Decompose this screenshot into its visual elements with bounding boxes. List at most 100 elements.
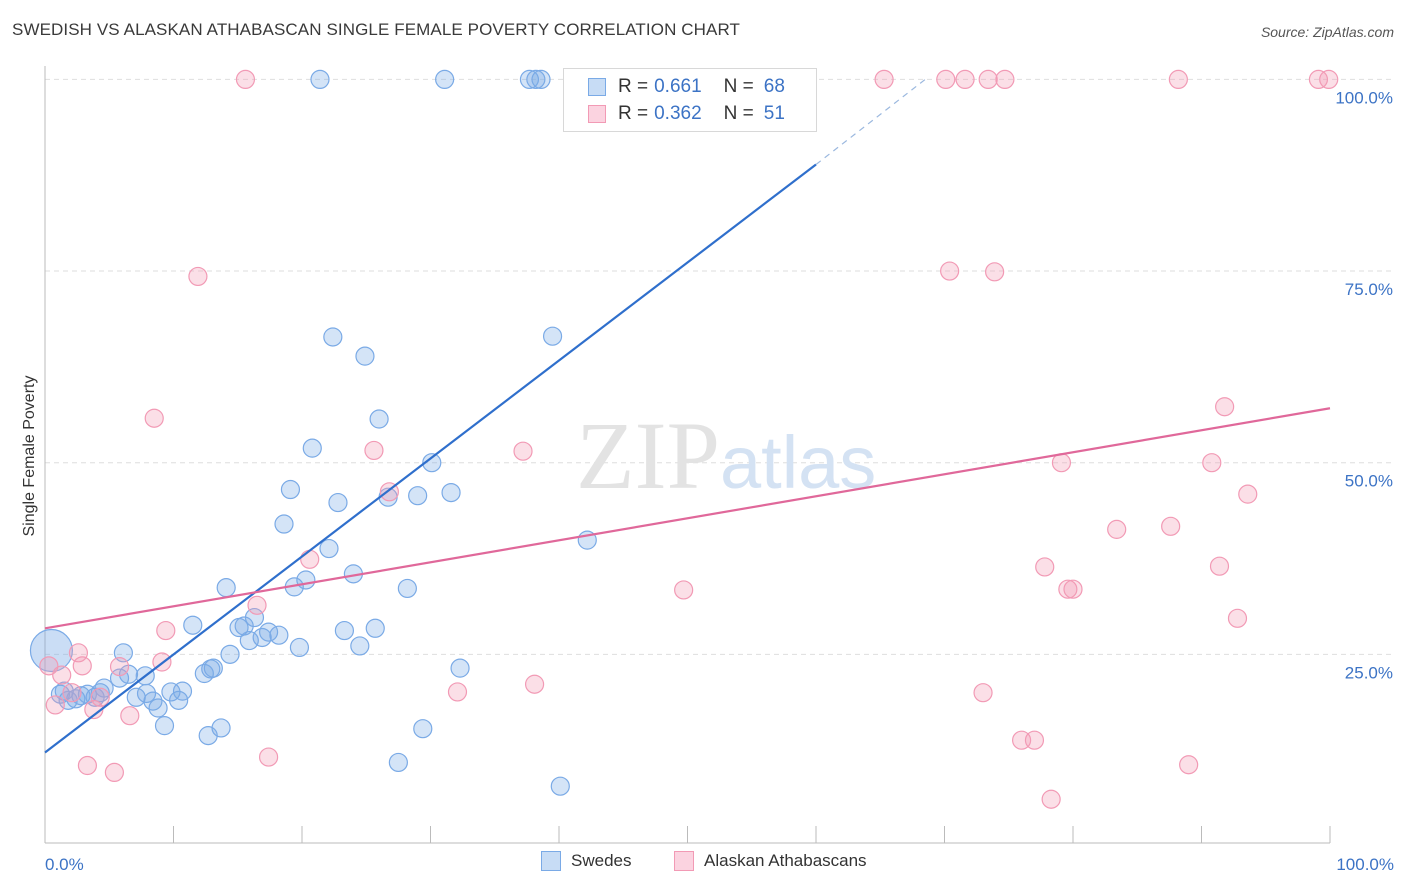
swedes-point	[388, 752, 408, 773]
swedes-point	[550, 776, 570, 796]
athabascans-point	[995, 69, 1015, 90]
athabascans-point	[1227, 608, 1248, 628]
swedes-point	[310, 69, 330, 90]
swedes-point	[302, 438, 322, 458]
athabascans-legend-swatch	[674, 851, 694, 871]
athabascans-point	[1024, 730, 1045, 750]
swedes-point	[526, 69, 546, 90]
swedes-point	[274, 514, 294, 534]
swedes-point	[328, 492, 348, 513]
swedes-point	[408, 486, 428, 506]
swedes-point	[397, 578, 417, 599]
y-tick-label: 75.0%	[1345, 280, 1393, 299]
athabascans-point	[1168, 69, 1188, 90]
swedes-point	[422, 453, 442, 473]
y-tick-label: 25.0%	[1345, 663, 1393, 682]
athabascans-point	[1209, 556, 1230, 576]
athabascans-point	[258, 747, 279, 767]
tick-labels: 0.0% 100.0% 25.0% 50.0% 75.0% 100.0%	[45, 88, 1394, 874]
swedes-point	[296, 570, 316, 590]
swedes-point	[220, 644, 240, 664]
athabascans-trend-line	[44, 407, 1331, 630]
athabascans-swatch	[588, 105, 606, 123]
swedes-swatch	[588, 78, 606, 96]
chart-title: SWEDISH VS ALASKAN ATHABASCAN SINGLE FEM…	[12, 20, 741, 39]
athabascans-point	[235, 69, 256, 90]
swedes-point	[280, 479, 301, 500]
swedes-point	[369, 409, 389, 429]
athabascans-point	[300, 549, 320, 569]
r-value: 0.661	[654, 76, 702, 97]
x-tick-label: 100.0%	[1336, 855, 1394, 874]
athabascans-point	[109, 657, 130, 677]
swedes-point	[450, 658, 470, 678]
source-label: Source: ZipAtlas.com	[1260, 24, 1394, 40]
swedes-point	[334, 620, 355, 641]
athabascans-point	[1058, 579, 1078, 599]
swedes-point	[252, 627, 272, 648]
athabascans-point	[247, 595, 267, 615]
swedes-trend-line	[44, 163, 817, 754]
swedes-point	[211, 718, 231, 738]
athabascans-point	[45, 695, 65, 715]
swedes-point	[183, 615, 203, 635]
athabascans-point	[1179, 755, 1199, 775]
n-label: N =	[723, 103, 754, 124]
athabascans-point	[447, 682, 468, 702]
legend-item-athabascans[interactable]: Alaskan Athabascans	[674, 851, 867, 871]
r-label: R =	[618, 103, 649, 124]
athabascans-point	[120, 706, 140, 726]
athabascans-point	[144, 408, 164, 428]
x-tick-label: 0.0%	[45, 855, 84, 874]
athabascans-point	[1063, 579, 1083, 599]
axes	[44, 66, 1331, 844]
athabascans-point	[955, 69, 975, 90]
r-label: R =	[618, 76, 649, 97]
swedes-point	[244, 607, 265, 628]
swedes-point	[350, 636, 370, 656]
swedes-point	[323, 327, 343, 347]
legend-label: Alaskan Athabascans	[704, 851, 867, 870]
athabascans-point	[1035, 557, 1055, 577]
athabascans-point	[674, 580, 694, 600]
swedes-point	[441, 482, 461, 503]
swedes-legend-swatch	[541, 851, 561, 871]
athabascans-point	[985, 262, 1005, 282]
swedes-point	[154, 716, 175, 736]
swedes-point	[519, 69, 540, 90]
y-tick-label: 100.0%	[1335, 88, 1393, 107]
athabascans-point	[1107, 519, 1127, 539]
trend-lines	[44, 78, 1331, 754]
athabascans-point	[1319, 69, 1339, 90]
athabascans-point	[936, 69, 956, 90]
athabascans-point	[1215, 397, 1235, 417]
swedes-point	[216, 578, 236, 598]
legend-item-swedes[interactable]: Swedes	[541, 851, 631, 871]
athabascans-point	[1202, 453, 1222, 473]
gridlines	[45, 78, 1395, 655]
swedes-point	[269, 625, 289, 645]
swedes-point	[355, 346, 375, 366]
athabascans-point	[188, 266, 208, 287]
stats-row-athabascans: R = 0.362 N = 51	[564, 101, 785, 127]
swedes-point	[365, 618, 385, 638]
swedes-point	[319, 538, 339, 559]
n-label: N =	[723, 76, 754, 97]
swedes-point	[203, 658, 223, 678]
athabascans-point	[973, 683, 993, 703]
athabascans-point	[1238, 484, 1258, 504]
watermark-zip: ZIP	[576, 402, 720, 509]
athabascans-point	[1161, 516, 1181, 536]
athabascans-point	[940, 261, 960, 281]
legend-label: Swedes	[571, 851, 632, 870]
stats-box: R = 0.661 N = 68 R = 0.362 N = 51	[563, 68, 817, 132]
athabascans-point	[874, 69, 894, 90]
y-tick-label: 50.0%	[1345, 472, 1393, 491]
athabascans-point	[90, 687, 110, 707]
swedes-point	[289, 637, 310, 658]
athabascans-point	[978, 69, 998, 90]
swedes-point	[172, 681, 193, 701]
r-value: 0.362	[654, 103, 702, 124]
swedes-point	[413, 719, 433, 739]
